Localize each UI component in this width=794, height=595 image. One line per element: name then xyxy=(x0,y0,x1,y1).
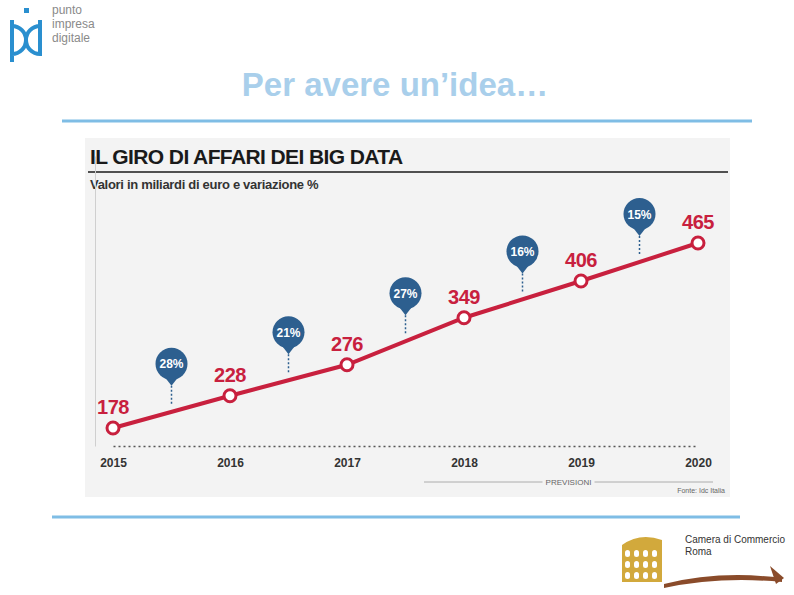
logo-arch xyxy=(634,561,639,568)
x-tick: 2020 xyxy=(685,446,712,470)
logo-text: impresa xyxy=(52,17,95,31)
plot-area xyxy=(107,237,704,434)
data-label: 406 xyxy=(565,249,597,271)
x-tick: 2016 xyxy=(217,446,244,470)
variation-stem xyxy=(171,386,173,406)
variation-label: 28% xyxy=(159,357,183,371)
logo-camera: Camera di CommercioRoma xyxy=(622,534,785,588)
data-label: 349 xyxy=(448,286,480,308)
footer-rule xyxy=(52,516,740,519)
x-tick: 2018 xyxy=(451,446,478,470)
logo-arch xyxy=(634,550,639,557)
logo-arch xyxy=(625,561,630,568)
x-tick: 2019 xyxy=(568,446,595,470)
data-label: 228 xyxy=(214,364,246,386)
slide-title: Per avere un’idea… xyxy=(242,66,548,103)
x-tick-label: 2018 xyxy=(451,456,478,470)
variation-bubbles: 28% 21% 27% 16% 15% xyxy=(156,198,656,406)
slide: puntoimpresadigitale Per avere un’idea… IL… xyxy=(0,0,794,595)
logo-arch xyxy=(652,561,657,568)
x-tick: 2017 xyxy=(334,446,361,470)
logo-arch xyxy=(652,550,657,557)
chart: IL GIRO DI AFFARI DEI BIG DATA Valori in … xyxy=(85,138,730,497)
data-label: 276 xyxy=(331,333,363,355)
source: Fonte: Idc Italia xyxy=(677,487,725,494)
x-tick-label: 2016 xyxy=(217,456,244,470)
x-tick-label: 2015 xyxy=(100,456,127,470)
data-label: 465 xyxy=(682,211,714,233)
logo-arch xyxy=(643,572,648,579)
annotation-patch xyxy=(543,476,595,488)
variation-bubble xyxy=(156,348,188,380)
logo-p xyxy=(12,20,26,62)
logo-arch xyxy=(625,572,630,579)
logo-swoosh xyxy=(664,575,782,588)
variation-label: 16% xyxy=(510,245,534,259)
title-rule xyxy=(88,171,728,173)
variation-label: 21% xyxy=(276,326,300,340)
logo-arch xyxy=(634,572,639,579)
data-point xyxy=(341,359,353,371)
data-labels: 178 228 276 349 406 465 xyxy=(97,211,714,418)
y-axis-line xyxy=(95,157,96,447)
logo-arch xyxy=(625,550,630,557)
logo-arch xyxy=(643,550,648,557)
variation-bubble xyxy=(624,198,656,230)
x-tick-label: 2017 xyxy=(334,456,361,470)
data-line xyxy=(113,243,698,428)
data-point xyxy=(107,422,119,434)
x-axis-line xyxy=(114,446,699,448)
logo-colosseum xyxy=(622,537,662,582)
variation-stem xyxy=(405,315,407,335)
logo-text: punto xyxy=(52,3,82,17)
variation-bubble xyxy=(390,277,422,309)
data-point xyxy=(692,237,704,249)
data-label: 178 xyxy=(97,396,129,418)
y-axis xyxy=(95,157,96,447)
variation-stem xyxy=(288,354,290,374)
logo-arch xyxy=(652,572,657,579)
x-tick: 2015 xyxy=(100,446,127,470)
logo-dot xyxy=(24,8,29,13)
chart-subtitle: Valori in miliardi di euro e variazione … xyxy=(90,177,319,192)
chart-background xyxy=(85,138,730,497)
variation-stem xyxy=(522,273,524,293)
logo-text: Roma xyxy=(685,546,712,557)
data-point xyxy=(224,390,236,402)
variation-bubble xyxy=(507,235,539,267)
data-point xyxy=(458,312,470,324)
variation-label: 15% xyxy=(627,208,651,222)
logo-d xyxy=(26,20,40,56)
x-axis: 2015 2016 2017 2018 2019 2020 xyxy=(100,446,712,470)
logo-text: Camera di Commercio xyxy=(685,534,785,545)
variation-label: 27% xyxy=(393,287,417,301)
logo-text: digitale xyxy=(52,31,90,45)
logo-swoosh-end xyxy=(770,566,784,584)
variation-stem xyxy=(639,236,641,256)
logo-arch xyxy=(643,561,648,568)
logo-pid: puntoimpresadigitale xyxy=(12,3,95,62)
variation-bubble xyxy=(273,316,305,348)
annotation: PREVISIONI xyxy=(546,478,592,487)
chart-title: IL GIRO DI AFFARI DEI BIG DATA xyxy=(90,145,403,168)
header-rule xyxy=(62,120,752,123)
x-tick-label: 2019 xyxy=(568,456,595,470)
data-point xyxy=(575,275,587,287)
x-tick-label: 2020 xyxy=(685,456,712,470)
